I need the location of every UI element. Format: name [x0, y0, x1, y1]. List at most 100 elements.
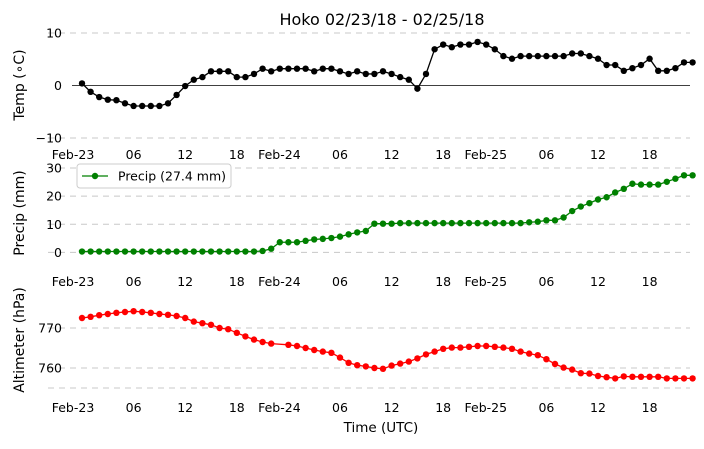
data-point [293, 342, 301, 350]
data-point [207, 68, 215, 75]
x-tick-label: 06 [332, 147, 348, 162]
data-point [474, 219, 481, 227]
legend: Precip (27.4 mm) [76, 163, 232, 189]
data-point [207, 321, 215, 328]
data-point [569, 207, 576, 215]
legend-marker [91, 172, 99, 180]
data-point [87, 313, 94, 320]
data-point [147, 309, 154, 316]
data-point [637, 373, 645, 380]
data-point [311, 346, 318, 354]
data-point [96, 248, 103, 255]
data-point [276, 65, 283, 72]
data-point [259, 65, 266, 72]
data-point [233, 329, 240, 336]
data-point [233, 73, 240, 81]
data-point [465, 41, 473, 48]
data-point [440, 41, 447, 48]
panel-3: 770 760 Altimeter (hPa) Feb-23 06 12 18 Feb-24 0… [12, 287, 696, 415]
data-point [422, 70, 430, 78]
data-point [397, 73, 404, 81]
data-point [388, 70, 395, 78]
x-tick-label: Feb-24 [258, 147, 301, 162]
data-point [465, 343, 473, 350]
data-point [173, 248, 180, 255]
data-point [405, 358, 412, 365]
data-point [336, 233, 344, 240]
data-point [646, 181, 653, 188]
data-point [534, 52, 541, 60]
data-point [680, 375, 688, 382]
data-point [560, 52, 567, 60]
data-point [164, 248, 172, 255]
data-point [173, 312, 180, 320]
data-point [96, 93, 103, 101]
data-point [354, 68, 361, 75]
data-point [147, 248, 154, 255]
data-point [465, 219, 473, 227]
data-point [78, 80, 86, 87]
data-point [121, 308, 129, 316]
data-point [508, 55, 516, 62]
data-point [646, 55, 653, 62]
data-point [629, 180, 636, 187]
data-point [431, 219, 438, 227]
data-point [311, 236, 318, 243]
data-point [594, 55, 602, 62]
data-point [130, 248, 137, 255]
data-point [225, 68, 232, 75]
data-point [345, 70, 352, 78]
data-point [104, 96, 112, 103]
x-tick-label: 12 [177, 274, 193, 289]
data-point [190, 76, 197, 83]
data-point [586, 52, 593, 60]
y-axis-label: Temp (∘C) [12, 49, 28, 121]
data-point [173, 91, 180, 99]
x-tick-label: 18 [229, 400, 245, 415]
data-point [302, 237, 309, 245]
data-point [457, 41, 464, 48]
data-point [517, 52, 524, 60]
panel-2: 30 20 10 0 Precip (mm) Feb-23 06 12 18 Feb-24 06 12… [12, 161, 696, 289]
data-point [551, 217, 559, 224]
data-point [646, 373, 653, 380]
data-point [250, 336, 258, 343]
data-point [655, 373, 662, 380]
x-tick-label: 12 [384, 400, 400, 415]
data-point [431, 348, 438, 355]
data-point [672, 375, 679, 382]
data-point [431, 46, 438, 53]
data-point [139, 308, 146, 316]
data-point [225, 248, 232, 255]
data-point [182, 314, 189, 322]
data-point [534, 352, 541, 359]
data-point [526, 350, 533, 357]
data-point [104, 248, 112, 255]
data-point [328, 349, 335, 356]
data-point [78, 248, 86, 255]
data-point [87, 248, 94, 255]
data-point [199, 248, 206, 255]
data-point [130, 308, 137, 315]
legend-label: Precip (27.4 mm) [118, 169, 226, 184]
data-point [594, 372, 602, 380]
x-tick-label: 12 [384, 274, 400, 289]
data-point [139, 102, 146, 110]
data-point [293, 239, 301, 246]
y-tick-label: 30 [46, 161, 62, 176]
x-tick-label: Feb-25 [465, 400, 508, 415]
x-tick-label: 18 [642, 400, 658, 415]
y-tick-label: 760 [38, 361, 62, 376]
data-point [345, 359, 352, 366]
data-point [663, 178, 670, 185]
data-point [672, 175, 679, 182]
data-point [603, 374, 610, 381]
data-point [113, 97, 120, 104]
data-point [414, 85, 421, 92]
data-point [551, 360, 559, 368]
data-point [603, 194, 610, 201]
data-point [199, 320, 206, 327]
x-tick-label: 18 [435, 400, 451, 415]
data-point [113, 309, 120, 316]
data-point [586, 199, 593, 207]
